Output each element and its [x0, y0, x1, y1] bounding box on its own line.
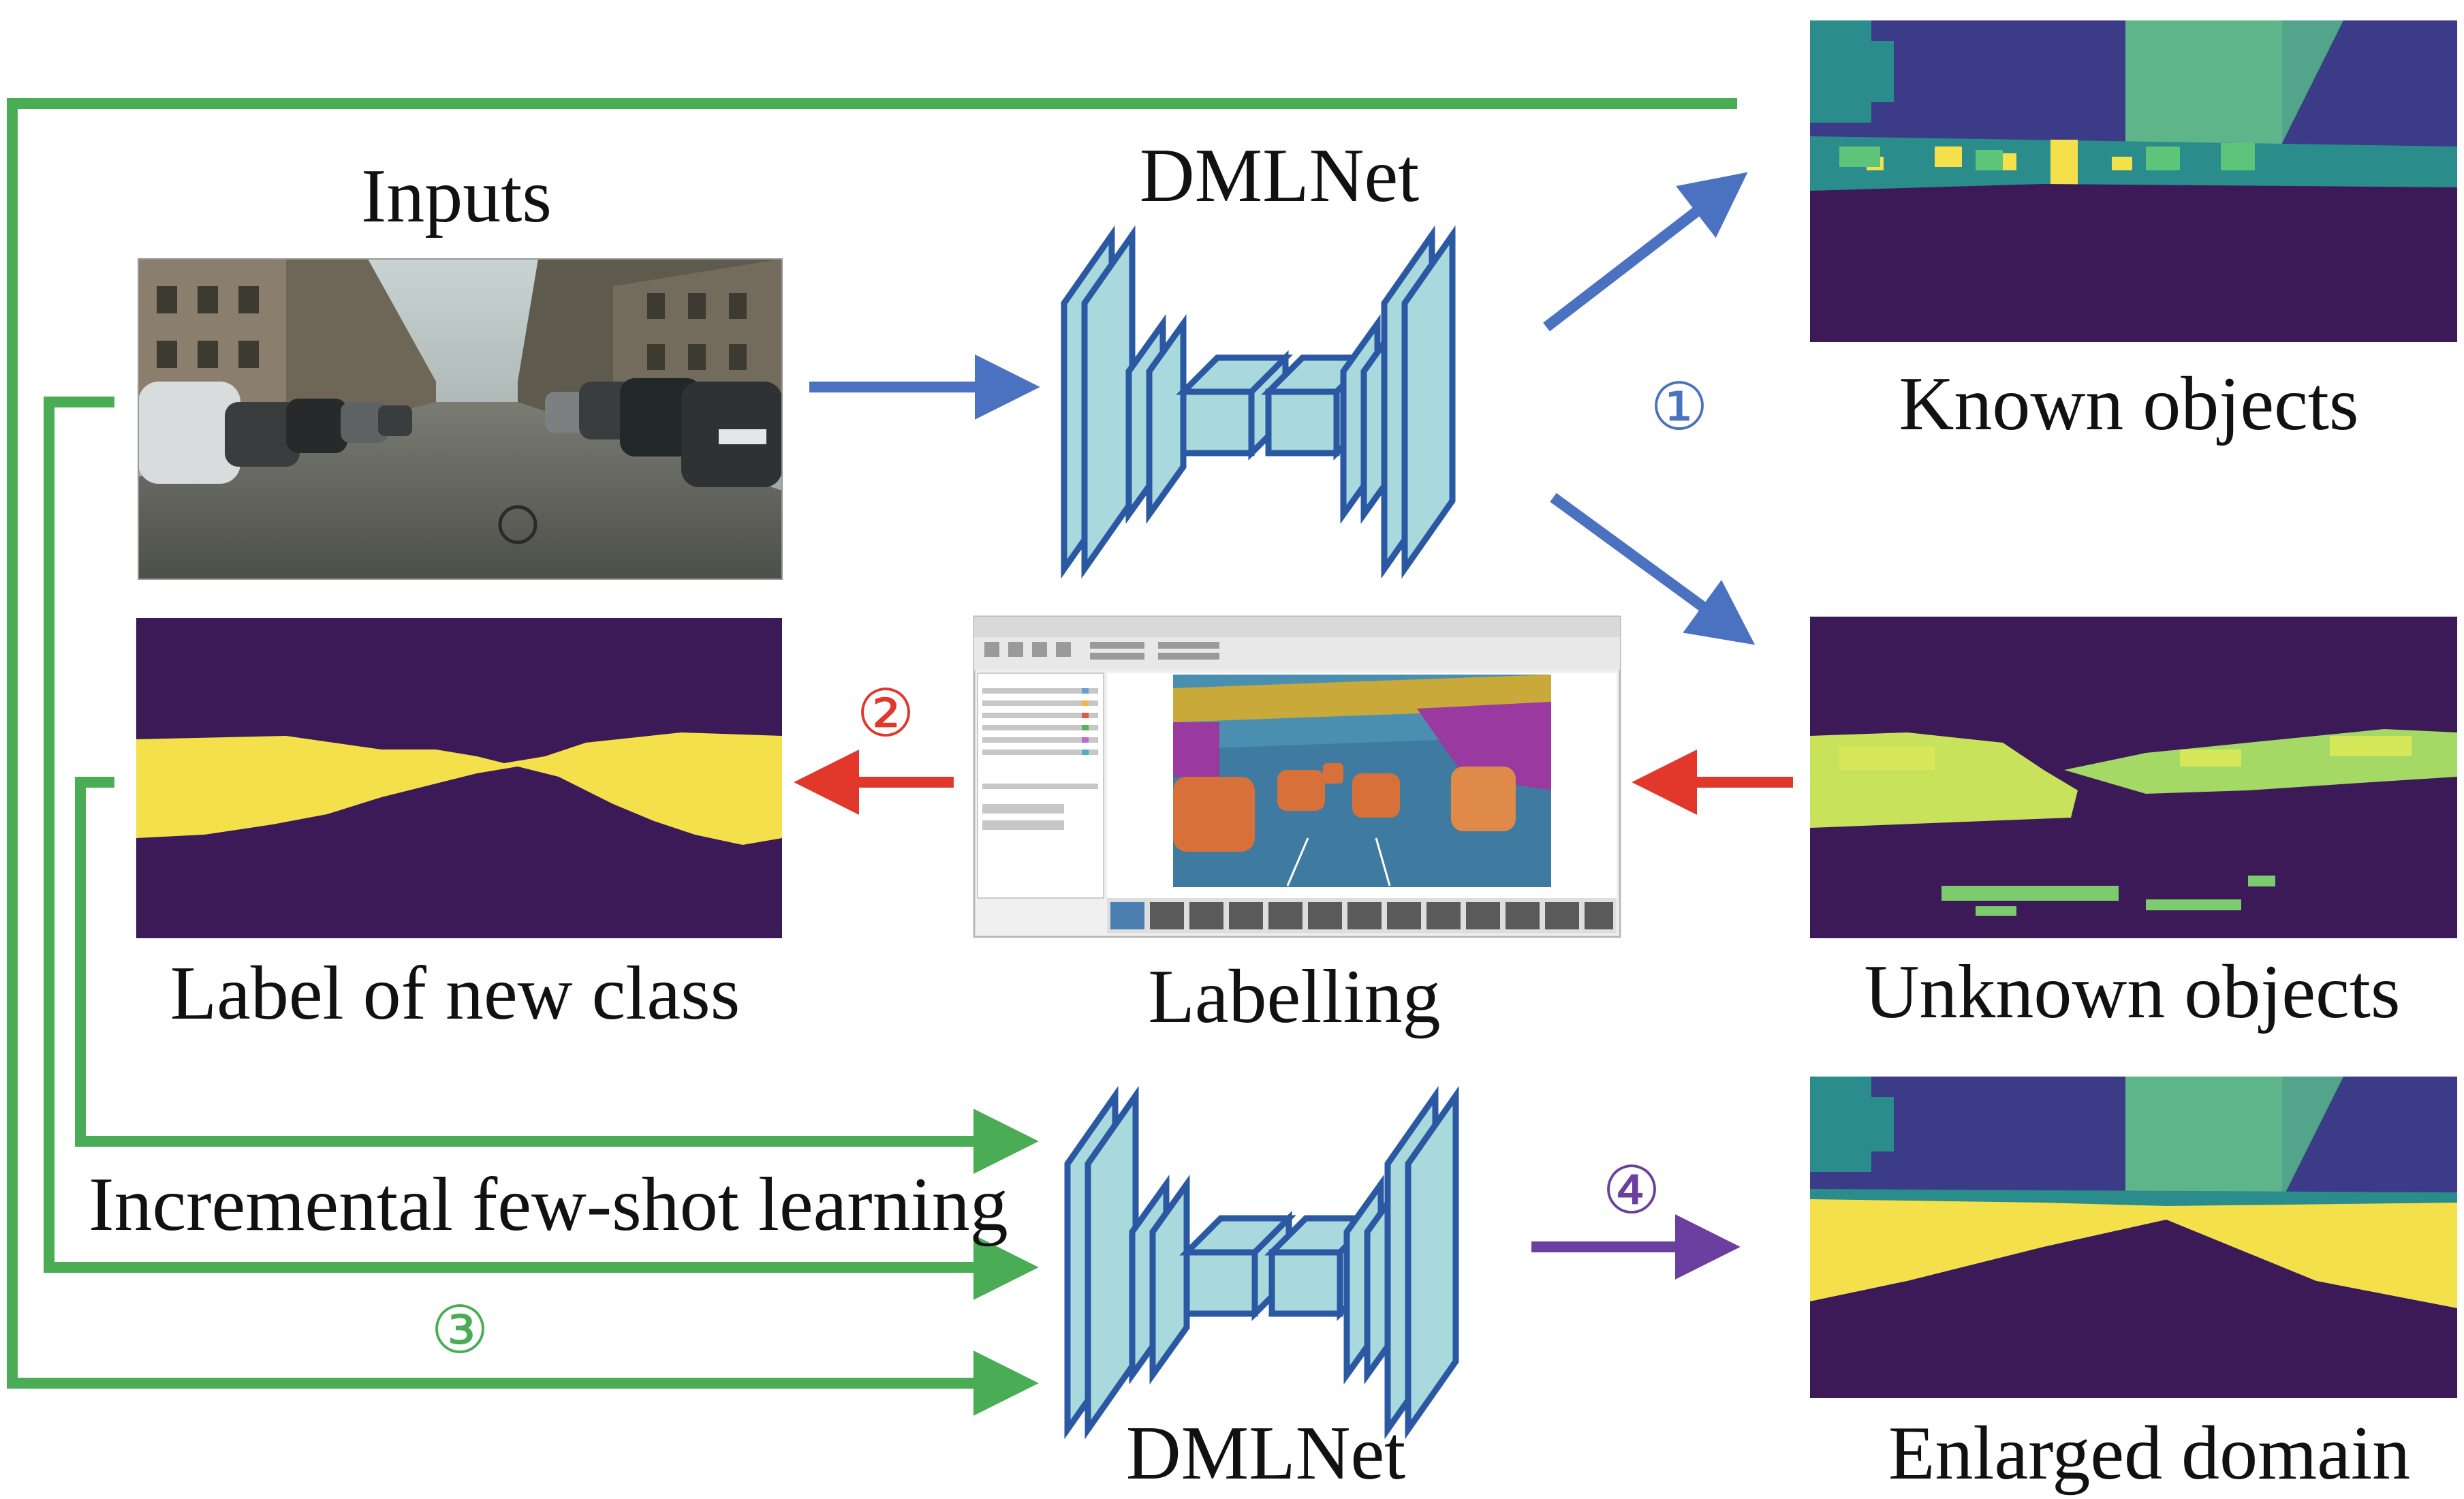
enlarged-domain-segmentation: [1810, 1077, 2457, 1398]
dmlnet-bottom-label: DMLNet: [1126, 1411, 1406, 1496]
unknown-objects-segmentation: [1810, 617, 2457, 938]
label-new-class-label: Label of new class: [170, 951, 740, 1036]
green-line-inner: [75, 777, 1039, 1174]
known-objects-segmentation: [1810, 20, 2457, 342]
unknown-objects-label: Unknown objects: [1864, 950, 2400, 1034]
dmlnet-top-label: DMLNet: [1140, 134, 1420, 218]
street-scene-photo: [138, 258, 783, 580]
dmlnet-top-network-icon: [1064, 235, 1452, 569]
incremental-learning-label: Incremental few-shot learning: [89, 1162, 1008, 1247]
new-class-label-mask: [136, 618, 782, 938]
dmlnet-bottom-network-icon: [1067, 1096, 1456, 1430]
green-line-outer: [7, 98, 1737, 1416]
step-one-marker: ①: [1650, 371, 1709, 444]
step-three-marker: ③: [431, 1294, 489, 1367]
arrow-dmlnet-to-known: [1543, 172, 1748, 332]
arrow-dmlnet-to-unknown: [1550, 493, 1756, 645]
inputs-label: Inputs: [361, 154, 552, 238]
known-objects-label: Known objects: [1899, 362, 2358, 446]
image-labeler-app-window: [973, 615, 1621, 938]
green-line-middle: [44, 397, 1039, 1300]
enlarged-domain-label: Enlarged domain: [1888, 1411, 2410, 1496]
labelling-label: Labelling: [1148, 955, 1440, 1039]
step-two-marker: ②: [856, 677, 915, 750]
green-feedback-lines: [7, 98, 1737, 1416]
step-four-marker: ④: [1602, 1154, 1661, 1227]
